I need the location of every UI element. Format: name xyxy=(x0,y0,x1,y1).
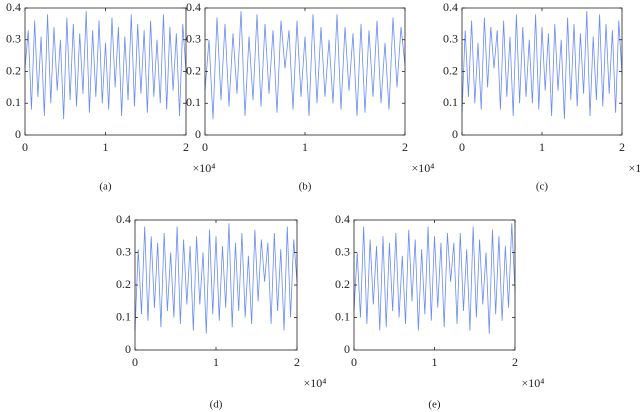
y-tick-label: 0.4 xyxy=(335,212,350,226)
y-tick-label: 0 xyxy=(125,342,131,356)
caption: (a) xyxy=(99,181,112,193)
data-line xyxy=(461,11,623,120)
y-tick-label: 0.2 xyxy=(6,63,21,77)
y-tick-label: 0 xyxy=(344,342,350,356)
x-tick-label: 0 xyxy=(132,355,138,369)
axes-frame xyxy=(24,7,187,136)
x-offset-label: ×10⁴ xyxy=(193,161,216,175)
y-tick-label: 0.4 xyxy=(186,0,201,14)
data-line xyxy=(24,11,187,120)
data-line xyxy=(134,223,298,334)
x-tick-label: 1 xyxy=(302,140,308,154)
x-tick-label: 2 xyxy=(183,140,189,154)
y-tick-label: 0.3 xyxy=(116,244,131,258)
x-tick-label: 2 xyxy=(402,140,408,154)
x-offset-label: ×10⁴ xyxy=(629,161,640,175)
x-tick-label: 2 xyxy=(512,355,518,369)
y-tick-label: 0.1 xyxy=(6,95,21,109)
data-line xyxy=(353,223,516,334)
y-tick-label: 0.3 xyxy=(443,32,458,46)
x-tick-label: 0 xyxy=(22,140,28,154)
x-tick-label: 2 xyxy=(294,355,300,369)
x-tick-label: 2 xyxy=(619,140,625,154)
x-offset-label: ×10⁴ xyxy=(304,376,327,390)
x-tick-label: 0 xyxy=(202,140,208,154)
y-tick-label: 0.1 xyxy=(186,95,201,109)
x-offset-label: ×10⁴ xyxy=(522,376,545,390)
x-tick-label: 1 xyxy=(539,140,545,154)
y-tick-label: 0.2 xyxy=(335,277,350,291)
y-tick-label: 0 xyxy=(15,127,21,141)
caption: (d) xyxy=(210,399,223,411)
x-tick-label: 1 xyxy=(213,355,219,369)
x-tick-label: 0 xyxy=(351,355,357,369)
axes-frame xyxy=(204,7,406,136)
y-tick-label: 0.2 xyxy=(116,277,131,291)
y-tick-label: 0 xyxy=(452,127,458,141)
y-tick-label: 0.4 xyxy=(116,212,131,226)
x-offset-label: ×10⁴ xyxy=(412,161,435,175)
x-tick-label: 1 xyxy=(103,140,109,154)
caption: (c) xyxy=(536,181,549,193)
y-tick-label: 0.3 xyxy=(335,244,350,258)
caption: (e) xyxy=(428,399,441,411)
y-tick-label: 0.3 xyxy=(186,32,201,46)
y-tick-label: 0.2 xyxy=(186,63,201,77)
y-tick-label: 0.3 xyxy=(6,32,21,46)
y-tick-label: 0.4 xyxy=(443,0,458,14)
y-tick-label: 0.4 xyxy=(6,0,21,14)
y-tick-label: 0.1 xyxy=(443,95,458,109)
data-line xyxy=(204,11,406,120)
y-tick-label: 0.1 xyxy=(116,309,131,323)
y-tick-label: 0 xyxy=(195,127,201,141)
caption: (b) xyxy=(299,181,312,193)
x-tick-label: 1 xyxy=(432,355,438,369)
x-tick-label: 0 xyxy=(459,140,465,154)
y-tick-label: 0.1 xyxy=(335,309,350,323)
y-tick-label: 0.2 xyxy=(443,63,458,77)
